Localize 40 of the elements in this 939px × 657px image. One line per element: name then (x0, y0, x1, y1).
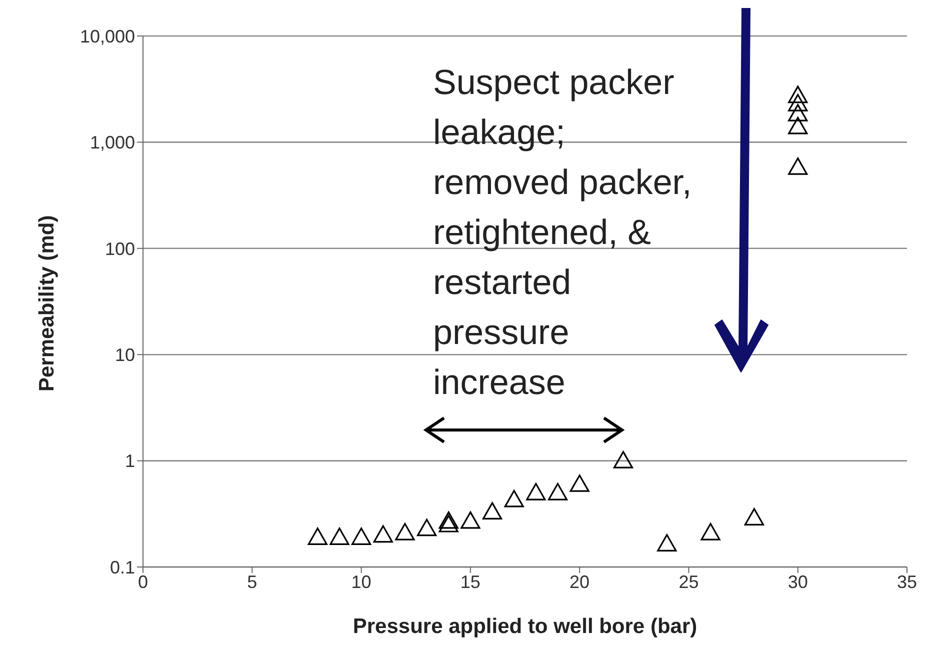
y-tick-label: 10,000 (80, 26, 135, 46)
point (504, 490, 524, 508)
annotation: Suspect packer leakage; removed packer, retightened, & restarted pressure increase (433, 62, 693, 404)
point (308, 528, 328, 545)
y-tick-label: 1 (124, 451, 135, 472)
point (788, 116, 808, 134)
point (395, 522, 415, 540)
point (482, 502, 502, 520)
point (526, 482, 546, 500)
point (657, 534, 677, 552)
point (700, 522, 720, 540)
y-tick-label: 10 (114, 344, 135, 365)
point (438, 514, 458, 532)
point (351, 528, 372, 545)
x-tick-label: 20 (570, 572, 590, 592)
point (330, 528, 350, 545)
y-axis-title: Permeability (md) (35, 215, 58, 392)
point (548, 482, 568, 500)
y-tick-label: 100 (104, 238, 135, 259)
x-tick-label: 5 (247, 572, 258, 592)
point (438, 511, 458, 529)
point (788, 94, 808, 112)
point (788, 158, 808, 175)
point (460, 511, 480, 529)
point (416, 518, 437, 536)
y-tick-label: 0.1 (110, 557, 135, 578)
x-tick-label: 30 (788, 572, 808, 592)
x-tick-label: 0 (138, 572, 148, 592)
point (613, 451, 634, 468)
x-tick-label: 25 (678, 572, 699, 592)
point (788, 86, 808, 104)
point (570, 474, 590, 492)
x-axis-title: Pressure applied to well bore (bar) (352, 615, 698, 638)
point (373, 525, 393, 543)
x-tick-label: 35 (896, 572, 918, 592)
y-tick-label: 1,000 (90, 132, 135, 153)
x-tick-label: 10 (351, 572, 372, 592)
point (788, 104, 808, 122)
point (744, 508, 764, 526)
x-tick-label: 15 (460, 572, 480, 592)
